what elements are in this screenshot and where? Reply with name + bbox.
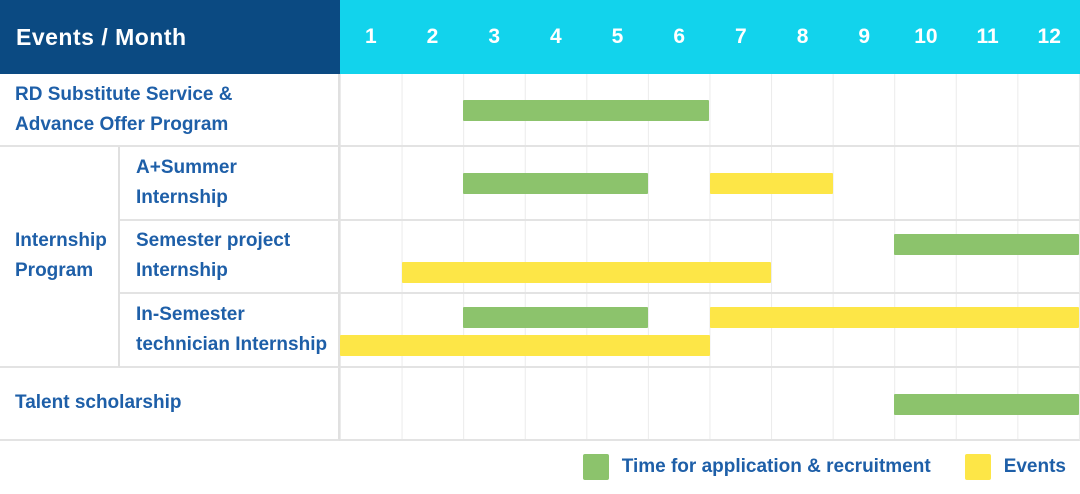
events-swatch-icon <box>964 454 991 481</box>
month-label: 10 <box>914 25 938 48</box>
month-label: 1 <box>364 25 377 48</box>
group-label-internship-program: Internship Program <box>0 147 120 368</box>
legend: Time for application & recruitment Event… <box>0 441 1080 494</box>
month-label: 9 <box>858 25 871 48</box>
month-label: 7 <box>735 25 747 48</box>
row-chart-semester-project <box>340 220 1080 295</box>
recruitment-swatch-icon <box>582 454 609 481</box>
gantt-bar-events <box>709 307 1079 329</box>
gantt-bar-events <box>401 261 772 283</box>
gantt-bar-recruitment <box>463 173 648 195</box>
row-label-rd-substitute: RD Substitute Service & Advance Offer Pr… <box>0 74 340 148</box>
row-label-semester-project: Semester project Internship <box>120 220 340 295</box>
month-label: 8 <box>796 25 809 48</box>
month-label: 12 <box>1037 25 1061 48</box>
months-header: 1 2 3 4 5 6 7 8 9 10 11 12 <box>340 0 1080 74</box>
month-label: 11 <box>976 25 999 48</box>
month-label: 2 <box>426 25 439 48</box>
legend-item-recruitment: Time for application & recruitment <box>582 454 931 481</box>
row-chart-a-plus-summer <box>340 147 1080 221</box>
row-label-a-plus-summer: A+Summer Internship <box>120 147 340 221</box>
row-label-in-semester-technician: In-Semester technician Internship <box>120 294 340 368</box>
gantt-bar-recruitment <box>894 393 1079 415</box>
gantt-bar-recruitment <box>463 307 648 329</box>
row-chart-rd-substitute <box>340 74 1080 148</box>
month-label: 5 <box>611 25 624 48</box>
row-chart-in-semester-technician <box>340 294 1080 368</box>
table-header-title: Events / Month <box>0 0 340 74</box>
events-month-table: Events / Month 1 2 3 4 5 6 7 8 9 10 11 12 RD Substi… <box>0 0 1080 441</box>
month-label: 6 <box>673 25 686 48</box>
row-chart-talent-scholarship <box>340 367 1080 441</box>
gantt-bar-events <box>709 173 833 195</box>
row-label-talent-scholarship: Talent scholarship <box>0 367 340 441</box>
gantt-bar-recruitment <box>894 233 1079 255</box>
legend-label-events: Events <box>1003 456 1066 478</box>
legend-label-recruitment: Time for application & recruitment <box>621 456 931 478</box>
month-label: 3 <box>488 25 501 48</box>
gantt-bar-events <box>340 335 710 357</box>
month-label: 4 <box>550 25 562 48</box>
legend-item-events: Events <box>964 454 1066 481</box>
gantt-bar-recruitment <box>463 100 710 121</box>
